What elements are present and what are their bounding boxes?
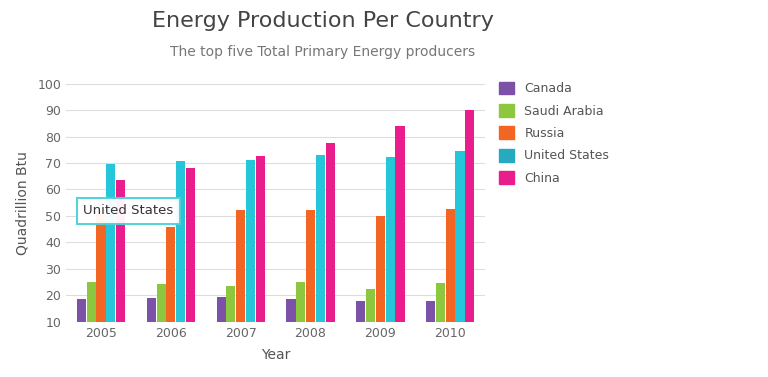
- Bar: [246, 160, 255, 348]
- Bar: [316, 155, 325, 348]
- Bar: [256, 156, 265, 348]
- Bar: [236, 210, 245, 348]
- Bar: [286, 299, 296, 348]
- Bar: [465, 110, 475, 348]
- Bar: [306, 210, 315, 348]
- Text: United States: United States: [83, 204, 174, 217]
- Bar: [217, 297, 226, 348]
- Bar: [445, 208, 455, 348]
- Bar: [186, 168, 195, 348]
- Bar: [386, 157, 395, 348]
- Bar: [326, 143, 335, 348]
- Bar: [157, 284, 166, 348]
- X-axis label: Year: Year: [261, 348, 290, 362]
- Bar: [366, 289, 375, 348]
- Bar: [116, 180, 125, 348]
- Bar: [426, 301, 435, 348]
- Bar: [97, 214, 105, 348]
- Bar: [147, 298, 156, 348]
- Bar: [77, 299, 86, 348]
- Bar: [356, 301, 366, 348]
- Bar: [87, 282, 96, 348]
- Bar: [167, 227, 175, 348]
- Y-axis label: Quadrillion Btu: Quadrillion Btu: [15, 151, 29, 254]
- Bar: [227, 287, 236, 348]
- Bar: [436, 283, 445, 348]
- Text: Energy Production Per Country: Energy Production Per Country: [151, 11, 494, 31]
- Bar: [106, 164, 115, 348]
- Bar: [376, 216, 385, 348]
- Bar: [176, 161, 185, 348]
- Bar: [396, 126, 405, 348]
- Text: The top five Total Primary Energy producers: The top five Total Primary Energy produc…: [170, 45, 475, 59]
- Bar: [296, 282, 306, 348]
- Legend: Canada, Saudi Arabia, Russia, United States, China: Canada, Saudi Arabia, Russia, United Sta…: [495, 78, 613, 188]
- Bar: [455, 150, 465, 348]
